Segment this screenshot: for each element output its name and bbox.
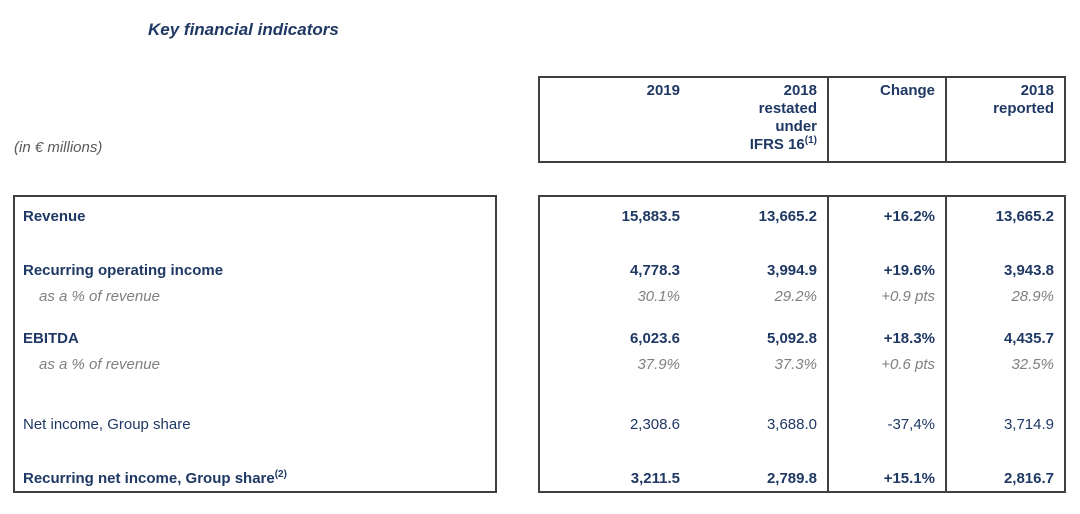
row-spacer: [15, 309, 495, 325]
cell-2019: 30.1%: [637, 287, 680, 305]
column-header-line: under: [775, 118, 817, 135]
cell-2018-reported: 28.9%: [1011, 287, 1054, 305]
cell-2018-reported: 3,714.9: [1003, 415, 1054, 433]
header-divider-2: [945, 78, 947, 161]
cell-2018-restated: 37.3%: [774, 355, 817, 373]
column-header-2019: 2019: [540, 78, 690, 161]
row-spacer: [540, 437, 1064, 465]
cell-change: +19.6%: [883, 261, 935, 279]
footnote-ref-2: (2): [274, 468, 287, 480]
units-label: (in € millions): [14, 139, 103, 156]
cell-change: +15.1%: [883, 469, 935, 487]
column-header-2018-restated: 2018 restated under IFRS 16(1): [690, 78, 827, 161]
footnote-ref-1: (1): [804, 135, 817, 146]
cell-2018-restated: 2,789.8: [766, 469, 817, 487]
column-header-line: IFRS 16(1): [749, 135, 817, 154]
table-row-values: 4,778.3 3,994.9 +19.6% 3,943.8: [540, 257, 1064, 283]
table-row-values: 37.9% 37.3% +0.6 pts 32.5%: [540, 351, 1064, 377]
table-row-values: 30.1% 29.2% +0.9 pts 28.9%: [540, 283, 1064, 309]
table-header-box: 2019 2018 restated under IFRS 16(1) Chan…: [538, 76, 1066, 163]
cell-2019: 4,778.3: [629, 261, 680, 279]
column-header-label: 2019: [646, 82, 680, 99]
body-divider-1: [827, 197, 829, 491]
table-row-label: as a % of revenue: [15, 283, 495, 309]
table-header-row: 2019 2018 restated under IFRS 16(1) Chan…: [540, 78, 1064, 161]
table-row-label: Recurring net income, Group share(2): [15, 465, 495, 491]
table-row-values: 2,308.6 3,688.0 -37,4% 3,714.9: [540, 411, 1064, 437]
cell-change: +0.9 pts: [881, 287, 935, 305]
header-divider-1: [827, 78, 829, 161]
row-label-ebitda: EBITDA: [23, 329, 79, 347]
table-row-values: 3,211.5 2,789.8 +15.1% 2,816.7: [540, 465, 1064, 491]
table-row-values: 6,023.6 5,092.8 +18.3% 4,435.7: [540, 325, 1064, 351]
row-spacer: [540, 377, 1064, 411]
cell-change: +16.2%: [883, 207, 935, 225]
row-label-pct-of-revenue: as a % of revenue: [39, 287, 160, 305]
table-row-label: Net income, Group share: [15, 411, 495, 437]
table-row-label: as a % of revenue: [15, 351, 495, 377]
cell-change: +18.3%: [883, 329, 935, 347]
cell-2018-reported: 3,943.8: [1003, 261, 1054, 279]
row-spacer: [540, 309, 1064, 325]
cell-2018-reported: 13,665.2: [995, 207, 1054, 225]
row-label-net-income: Net income, Group share: [23, 415, 191, 433]
column-header-2018-reported: 2018 reported: [945, 78, 1064, 161]
column-header-label: 2018: [783, 82, 817, 99]
cell-2018-restated: 13,665.2: [758, 207, 817, 225]
column-header-line: restated: [758, 100, 817, 117]
column-header-label: Change: [879, 82, 935, 99]
column-header-change: Change: [827, 78, 945, 161]
row-label-recurring-net-income: Recurring net income, Group share(2): [23, 468, 287, 487]
cell-2019: 15,883.5: [621, 207, 680, 225]
data-values-box: 15,883.5 13,665.2 +16.2% 13,665.2 4,778.…: [538, 195, 1066, 493]
cell-2018-restated: 5,092.8: [766, 329, 817, 347]
table-row-values: 15,883.5 13,665.2 +16.2% 13,665.2: [540, 203, 1064, 229]
cell-2019: 37.9%: [637, 355, 680, 373]
row-spacer: [15, 377, 495, 411]
cell-2019: 2,308.6: [629, 415, 680, 433]
page-title: Key financial indicators: [148, 20, 339, 39]
cell-2019: 3,211.5: [630, 469, 680, 487]
row-label-recurring-operating-income: Recurring operating income: [23, 261, 224, 279]
cell-2018-restated: 3,688.0: [766, 415, 817, 433]
column-header-label: 2018: [1020, 82, 1054, 99]
table-row-label: Revenue: [15, 203, 495, 229]
cell-2019: 6,023.6: [629, 329, 680, 347]
row-label-pct-of-revenue: as a % of revenue: [39, 355, 160, 373]
cell-2018-restated: 29.2%: [774, 287, 817, 305]
row-label-box: Revenue Recurring operating income as a …: [13, 195, 497, 493]
cell-2018-reported: 2,816.7: [1003, 469, 1054, 487]
row-spacer: [15, 229, 495, 257]
row-label-revenue: Revenue: [23, 207, 86, 225]
table-row-label: EBITDA: [15, 325, 495, 351]
cell-2018-restated: 3,994.9: [766, 261, 817, 279]
cell-2018-reported: 32.5%: [1011, 355, 1054, 373]
cell-change: +0.6 pts: [881, 355, 935, 373]
cell-2018-reported: 4,435.7: [1003, 329, 1054, 347]
cell-change: -37,4%: [887, 415, 935, 433]
body-divider-2: [945, 197, 947, 491]
column-header-line: reported: [993, 100, 1054, 117]
row-spacer: [540, 229, 1064, 257]
table-row-label: Recurring operating income: [15, 257, 495, 283]
row-spacer: [15, 437, 495, 465]
